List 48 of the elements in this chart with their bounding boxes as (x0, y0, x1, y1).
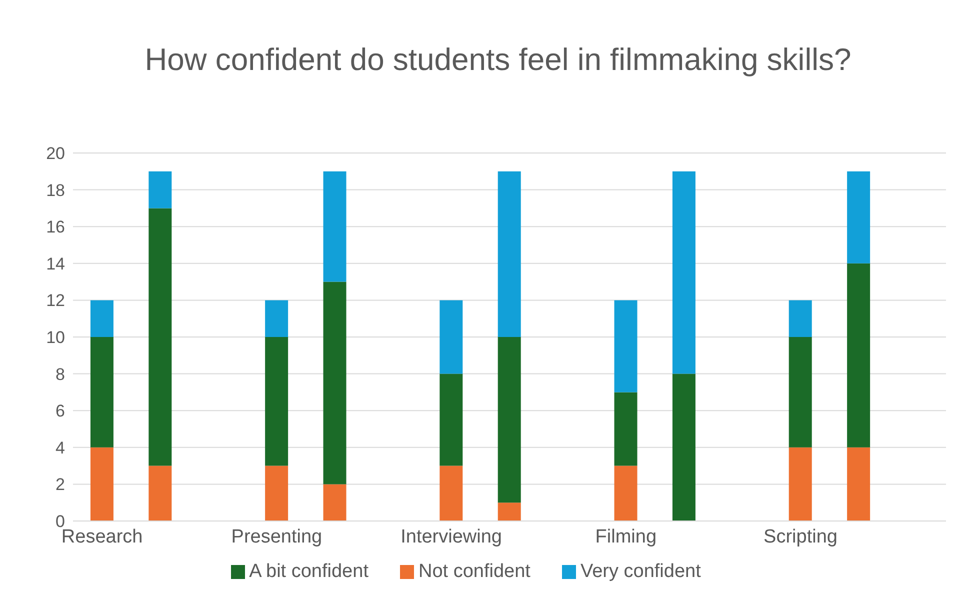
bar (614, 392, 638, 466)
y-tick-label: 20 (46, 144, 65, 164)
bar (90, 337, 114, 448)
bar (323, 171, 346, 282)
bar (265, 337, 288, 466)
bar (90, 447, 114, 521)
bar (148, 208, 172, 466)
y-tick-label: 10 (46, 328, 65, 348)
y-tick-label: 14 (46, 254, 65, 274)
bar (847, 263, 870, 448)
y-tick-label: 16 (46, 218, 65, 237)
bar (672, 171, 696, 374)
y-tick-label: 6 (56, 402, 65, 421)
bar (847, 447, 870, 521)
x-tick-label: Interviewing (400, 526, 502, 548)
x-tick-label: Filming (595, 526, 657, 548)
bar (90, 300, 114, 337)
bar (265, 466, 288, 521)
bar (498, 171, 521, 337)
bar (672, 374, 696, 521)
bar (847, 171, 870, 264)
y-tick-label: 18 (46, 180, 65, 200)
x-tick-label: Presenting (231, 526, 322, 548)
bar (788, 337, 812, 448)
bar (440, 374, 463, 466)
bar (614, 300, 638, 392)
bar (498, 502, 521, 521)
y-tick-label: 4 (56, 438, 65, 458)
legend-label: Very confident (580, 561, 701, 582)
x-tick-label: Scripting (764, 526, 838, 548)
chart-title: How confident do students feel in filmmaking skills? (144, 41, 852, 79)
y-tick-label: 2 (56, 475, 65, 494)
bar (614, 466, 638, 521)
y-tick-label: 12 (46, 291, 65, 310)
bar (788, 447, 812, 521)
bar (323, 282, 346, 484)
bar (148, 171, 172, 208)
bar (265, 300, 288, 337)
bar (788, 300, 812, 337)
legend-label: Not confident (418, 561, 530, 582)
bar (323, 484, 346, 521)
bar (148, 466, 172, 521)
y-tick-label: 8 (56, 364, 65, 384)
bar (440, 466, 463, 521)
bar (498, 337, 521, 503)
legend-label: A bit confident (249, 561, 368, 582)
bar (440, 300, 463, 374)
x-tick-label: Research (61, 526, 143, 548)
